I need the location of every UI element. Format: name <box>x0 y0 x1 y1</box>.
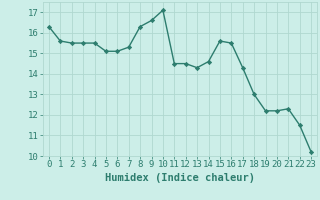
X-axis label: Humidex (Indice chaleur): Humidex (Indice chaleur) <box>105 173 255 183</box>
